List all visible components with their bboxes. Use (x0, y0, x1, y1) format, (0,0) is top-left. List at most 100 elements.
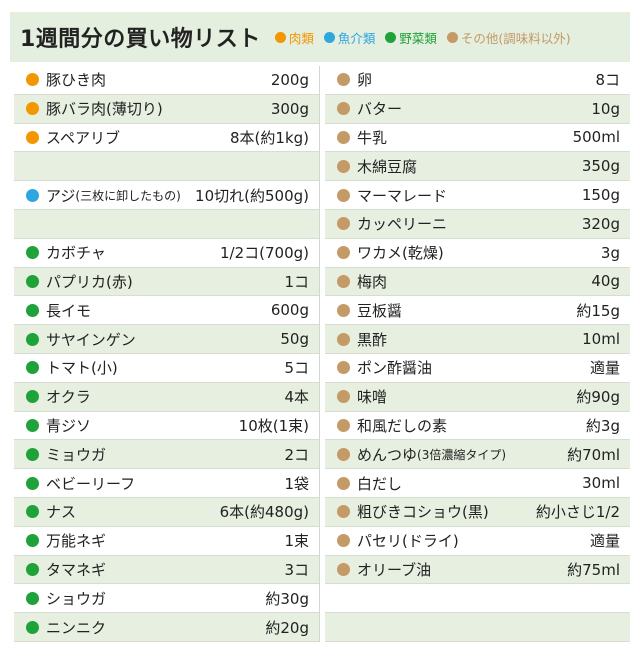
item-name: タマネギ (46, 560, 107, 579)
list-item: トマト(小) 5コ (14, 354, 319, 383)
item-quantity: 150g (581, 186, 620, 205)
item-name: 味噌 (357, 388, 388, 407)
list-item: タマネギ 3コ (14, 555, 319, 585)
item-name: ワカメ(乾燥) (357, 244, 444, 263)
category-dot-icon (337, 130, 350, 144)
list-item: ミョウガ 2コ (14, 440, 319, 470)
list-item: 木綿豆腐 350g (325, 152, 630, 182)
legend-label: 魚介類 (337, 30, 376, 46)
category-dot-icon (337, 447, 350, 461)
tan-dot-icon (446, 31, 458, 43)
item-quantity: 約20g (265, 618, 309, 637)
item-quantity: 約70ml (567, 445, 620, 464)
legend-label: 野菜類 (399, 30, 437, 46)
category-dot-icon (337, 390, 350, 404)
list-item: スペアリブ 8本(約1kg) (14, 124, 319, 153)
legend-label: 肉類 (288, 30, 314, 46)
list-item: 豆板醤 約15g (325, 296, 630, 326)
list-item: 粗びきコショウ(黒) 約小さじ1/2 (325, 497, 630, 527)
item-quantity: 適量 (589, 359, 620, 378)
category-dot-icon (26, 390, 39, 404)
category-dot-icon (26, 246, 39, 260)
list-item: 味噌 約90g (325, 382, 630, 412)
item-name: 豆板醤 (357, 301, 403, 320)
right-column: 卵 8コ バター 10g 牛乳 500ml 木綿豆腐 350g マーマレード 150g カッペリーニ… (325, 66, 630, 642)
category-dot-icon (26, 476, 39, 490)
list-item: ニンニク 約20g (14, 613, 319, 642)
category-dot-icon (26, 73, 39, 87)
item-quantity: 3コ (284, 560, 309, 579)
item-name: オリーブ油 (357, 560, 432, 579)
category-dot-icon (337, 159, 350, 173)
item-quantity: 300g (270, 99, 309, 118)
list-item: ナス 6本(約480g) (14, 497, 319, 527)
list-item: ポン酢醤油 適量 (325, 354, 630, 383)
category-dot-icon (337, 246, 350, 260)
item-quantity: 30ml (582, 474, 620, 493)
list-item (14, 152, 319, 182)
category-dot-icon (26, 303, 39, 317)
list-item: 長イモ 600g (14, 296, 319, 326)
item-quantity: 50g (280, 330, 309, 349)
item-note: (3倍濃縮タイプ) (417, 447, 507, 462)
list-item: 白だし 30ml (325, 469, 630, 498)
category-dot-icon (337, 73, 350, 87)
page-title: 1週間分の買い物リスト (20, 27, 261, 52)
category-dot-icon (337, 303, 350, 317)
category-dot-icon (26, 361, 39, 375)
item-quantity: 10枚(1束) (238, 416, 309, 435)
list-item: オリーブ油 約75ml (325, 555, 630, 585)
item-quantity: 8コ (595, 71, 620, 90)
item-name: 牛乳 (357, 128, 388, 147)
item-name: 青ジソ (46, 416, 92, 435)
list-item: バター 10g (325, 94, 630, 124)
item-name: サヤインゲン (46, 330, 136, 349)
item-quantity: 5コ (284, 359, 309, 378)
item-quantity: 1コ (284, 272, 309, 291)
column-divider (319, 66, 320, 642)
list-item: 青ジソ 10枚(1束) (14, 412, 319, 441)
item-quantity: 4本 (284, 388, 309, 407)
list-item: めんつゆ (3倍濃縮タイプ) 約70ml (325, 440, 630, 470)
category-legend: 肉類 魚介類 野菜類 その他(調味料以外) (274, 28, 581, 47)
category-dot-icon (337, 534, 350, 548)
item-name: マーマレード (357, 186, 448, 205)
item-quantity: 約30g (265, 589, 309, 608)
category-dot-icon (337, 361, 350, 375)
item-quantity: 10g (591, 99, 620, 118)
legend-item-other: その他(調味料以外) (446, 28, 571, 47)
item-name: パセリ(ドライ) (357, 532, 459, 551)
legend-label: その他(調味料以外) (460, 30, 571, 46)
item-name: スペアリブ (46, 128, 120, 147)
legend-item-fish: 魚介類 (323, 28, 376, 47)
item-quantity: 約75ml (567, 560, 620, 579)
category-dot-icon (26, 620, 39, 634)
list-item: ベビーリーフ 1袋 (14, 469, 319, 498)
orange-dot-icon (274, 31, 286, 43)
item-name: ニンニク (46, 618, 107, 637)
item-name: 卵 (357, 71, 373, 90)
item-name: オクラ (46, 388, 91, 407)
list-item: 豚ひき肉 200g (14, 66, 319, 95)
list-item: カボチャ 1/2コ(700g) (14, 239, 319, 268)
list-item: サヤインゲン 50g (14, 325, 319, 354)
item-name: パプリカ(赤) (46, 272, 133, 291)
list-item: 牛乳 500ml (325, 124, 630, 153)
list-item: 黒酢 10ml (325, 325, 630, 354)
list-item: 和風だしの素 約3g (325, 412, 630, 441)
category-dot-icon (26, 562, 39, 576)
item-name: 木綿豆腐 (357, 157, 418, 176)
item-quantity: 40g (591, 272, 620, 291)
item-name: カボチャ (46, 244, 106, 263)
legend-item-meat: 肉類 (274, 28, 314, 47)
category-dot-icon (337, 332, 350, 346)
item-quantity: 3g (600, 243, 620, 262)
category-dot-icon (337, 476, 350, 490)
category-dot-icon (337, 102, 350, 116)
blue-dot-icon (323, 31, 335, 43)
item-quantity: 350g (581, 157, 620, 176)
category-dot-icon (26, 505, 39, 519)
item-name: 梅肉 (357, 272, 388, 291)
item-name: バター (357, 100, 403, 119)
item-name: 豚バラ肉(薄切り) (46, 100, 163, 119)
